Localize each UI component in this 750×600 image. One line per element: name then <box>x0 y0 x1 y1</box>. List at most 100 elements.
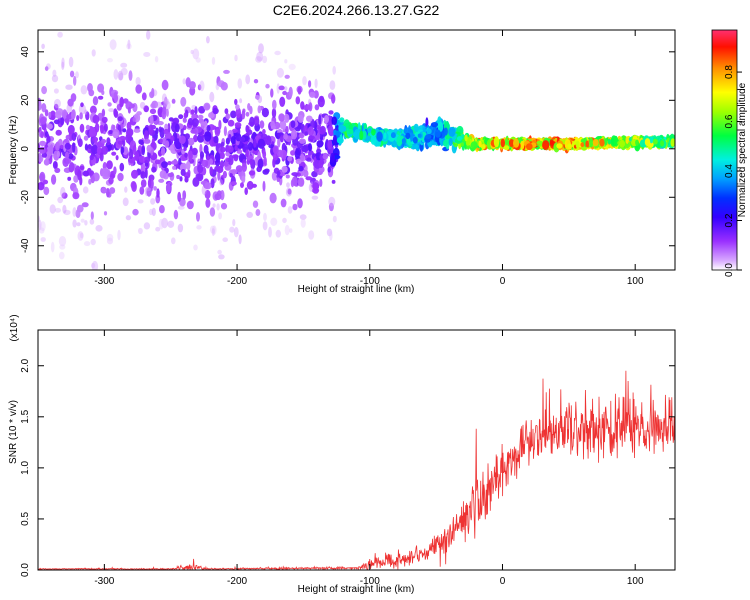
spectrogram-cell <box>160 147 166 156</box>
spectrogram-cell <box>53 88 59 94</box>
spectrogram-cell <box>149 208 153 216</box>
snr-series-line <box>38 370 675 570</box>
spectrogram-cell <box>171 98 176 104</box>
x-tick-label: -100 <box>360 276 380 287</box>
spectrogram-cell <box>146 30 151 40</box>
spectrogram-cell <box>211 228 215 237</box>
spectrogram-cell <box>445 135 451 140</box>
spectrogram-cell <box>223 126 227 137</box>
spectrogram-cell <box>146 187 152 197</box>
colorbar-gradient <box>711 29 738 271</box>
spectrogram-cell <box>203 102 211 111</box>
spectrogram-cell <box>71 133 77 141</box>
spectrogram-cell <box>61 61 65 70</box>
spectrogram-cell <box>138 139 143 145</box>
spectrogram-cell <box>92 114 100 124</box>
spectrogram-cell <box>272 99 277 110</box>
spectrogram-cell <box>245 111 250 117</box>
spectrogram-cell <box>107 102 112 107</box>
spectrogram-cell <box>262 55 268 64</box>
spectrogram-cell <box>89 154 94 161</box>
y-tick-label: -40 <box>20 238 31 253</box>
spectrogram-cell <box>244 187 248 195</box>
spectrogram-cell <box>214 193 222 201</box>
spectrogram-cell <box>297 114 304 123</box>
spectrogram-cell <box>192 48 200 60</box>
spectrogram-cell <box>83 135 89 141</box>
spectrogram-cell <box>178 114 184 120</box>
spectrogram-cell <box>288 63 296 70</box>
spectrogram-cell <box>79 112 83 120</box>
spectrogram-cell <box>276 170 281 176</box>
spectrogram-cell <box>128 70 133 81</box>
spectrogram-cell <box>272 145 279 155</box>
snr-panel: -300 -200 -100 0 100 0.0 0.5 1.0 1.5 2.0 Height … <box>8 314 676 595</box>
spectrogram-cell <box>113 166 117 175</box>
spectrogram-cell <box>46 123 53 130</box>
spectrogram-cell <box>155 226 161 232</box>
spectrogram-cell <box>575 140 580 149</box>
spectrogram-cell <box>253 116 260 126</box>
spectrogram-cell <box>297 86 302 95</box>
spectrogram-cell <box>245 124 250 134</box>
spectrogram-cell <box>289 228 293 234</box>
spectrogram-cell <box>195 57 201 63</box>
spectrogram-cell <box>270 88 274 98</box>
spectrogram-cell <box>298 133 305 139</box>
spectrogram-cell <box>327 139 333 150</box>
spectrogram-cell <box>61 57 65 68</box>
spectrogram-cell <box>205 198 211 208</box>
spectrogram-cell <box>212 203 216 208</box>
spectrogram-cell <box>262 169 270 175</box>
spectrogram-y-axis: -40 -20 0 20 40 <box>20 46 675 253</box>
spectrogram-cell <box>268 226 272 238</box>
spectrogram-cell <box>241 175 246 184</box>
spectrogram-cell <box>295 158 302 165</box>
snr-x-axis: -300 -200 -100 0 100 <box>94 330 644 587</box>
spectrogram-cell <box>73 175 79 183</box>
spectrogram-cell <box>161 93 167 104</box>
spectrogram-cell <box>234 145 238 151</box>
spectrogram-cell <box>159 127 165 139</box>
spectrogram-cell <box>59 251 65 260</box>
spectrogram-cell <box>108 130 113 135</box>
colorbar-label: Normalized spectral amplitude <box>737 82 748 217</box>
spectrogram-cell <box>209 207 216 217</box>
snr-frame <box>37 329 676 571</box>
spectrogram-cell <box>185 77 191 88</box>
spectrogram-cell <box>288 86 293 98</box>
spectrogram-cell <box>113 108 118 117</box>
spectrogram-cell <box>253 79 259 84</box>
spectrogram-cell <box>182 78 186 85</box>
spectrogram-cell <box>282 90 287 96</box>
spectrogram-cell <box>80 85 88 95</box>
spectrogram-cell <box>109 187 116 194</box>
spectrogram-cell <box>185 161 191 170</box>
spectrogram-cell <box>113 69 119 80</box>
spectrogram-cell <box>213 135 219 144</box>
spectrogram-cell <box>53 103 59 111</box>
spectrogram-cell <box>143 105 149 113</box>
spectrogram-cell <box>65 151 70 159</box>
spectrogram-cell <box>177 205 185 210</box>
spectrogram-cell <box>316 148 322 154</box>
spectrogram-cell <box>198 106 206 114</box>
spectrogram-cell <box>61 192 68 199</box>
spectrogram-cell <box>526 143 533 151</box>
spectrogram-cell <box>103 211 108 216</box>
spectrogram-cell <box>225 113 231 120</box>
spectrogram-cell <box>107 58 113 63</box>
spectrogram-cell <box>327 166 331 173</box>
spectrogram-cell <box>119 96 124 107</box>
spectrogram-cell <box>311 195 319 200</box>
spectrogram-cell <box>272 158 276 168</box>
spectrogram-cell <box>212 107 219 115</box>
spectrogram-cell <box>232 128 238 133</box>
spectrogram-cell <box>49 144 54 155</box>
spectrogram-cell <box>276 67 284 78</box>
spectrogram-cell <box>58 236 67 247</box>
spectrogram-cell <box>287 206 293 214</box>
spectrogram-cell <box>332 65 337 75</box>
spectrogram-cell <box>478 140 482 148</box>
y-tick-label: 0 <box>20 146 31 152</box>
